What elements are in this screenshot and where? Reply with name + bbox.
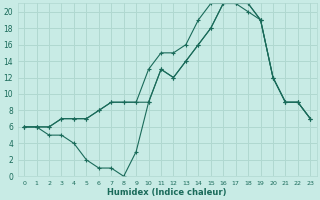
- X-axis label: Humidex (Indice chaleur): Humidex (Indice chaleur): [108, 188, 227, 197]
